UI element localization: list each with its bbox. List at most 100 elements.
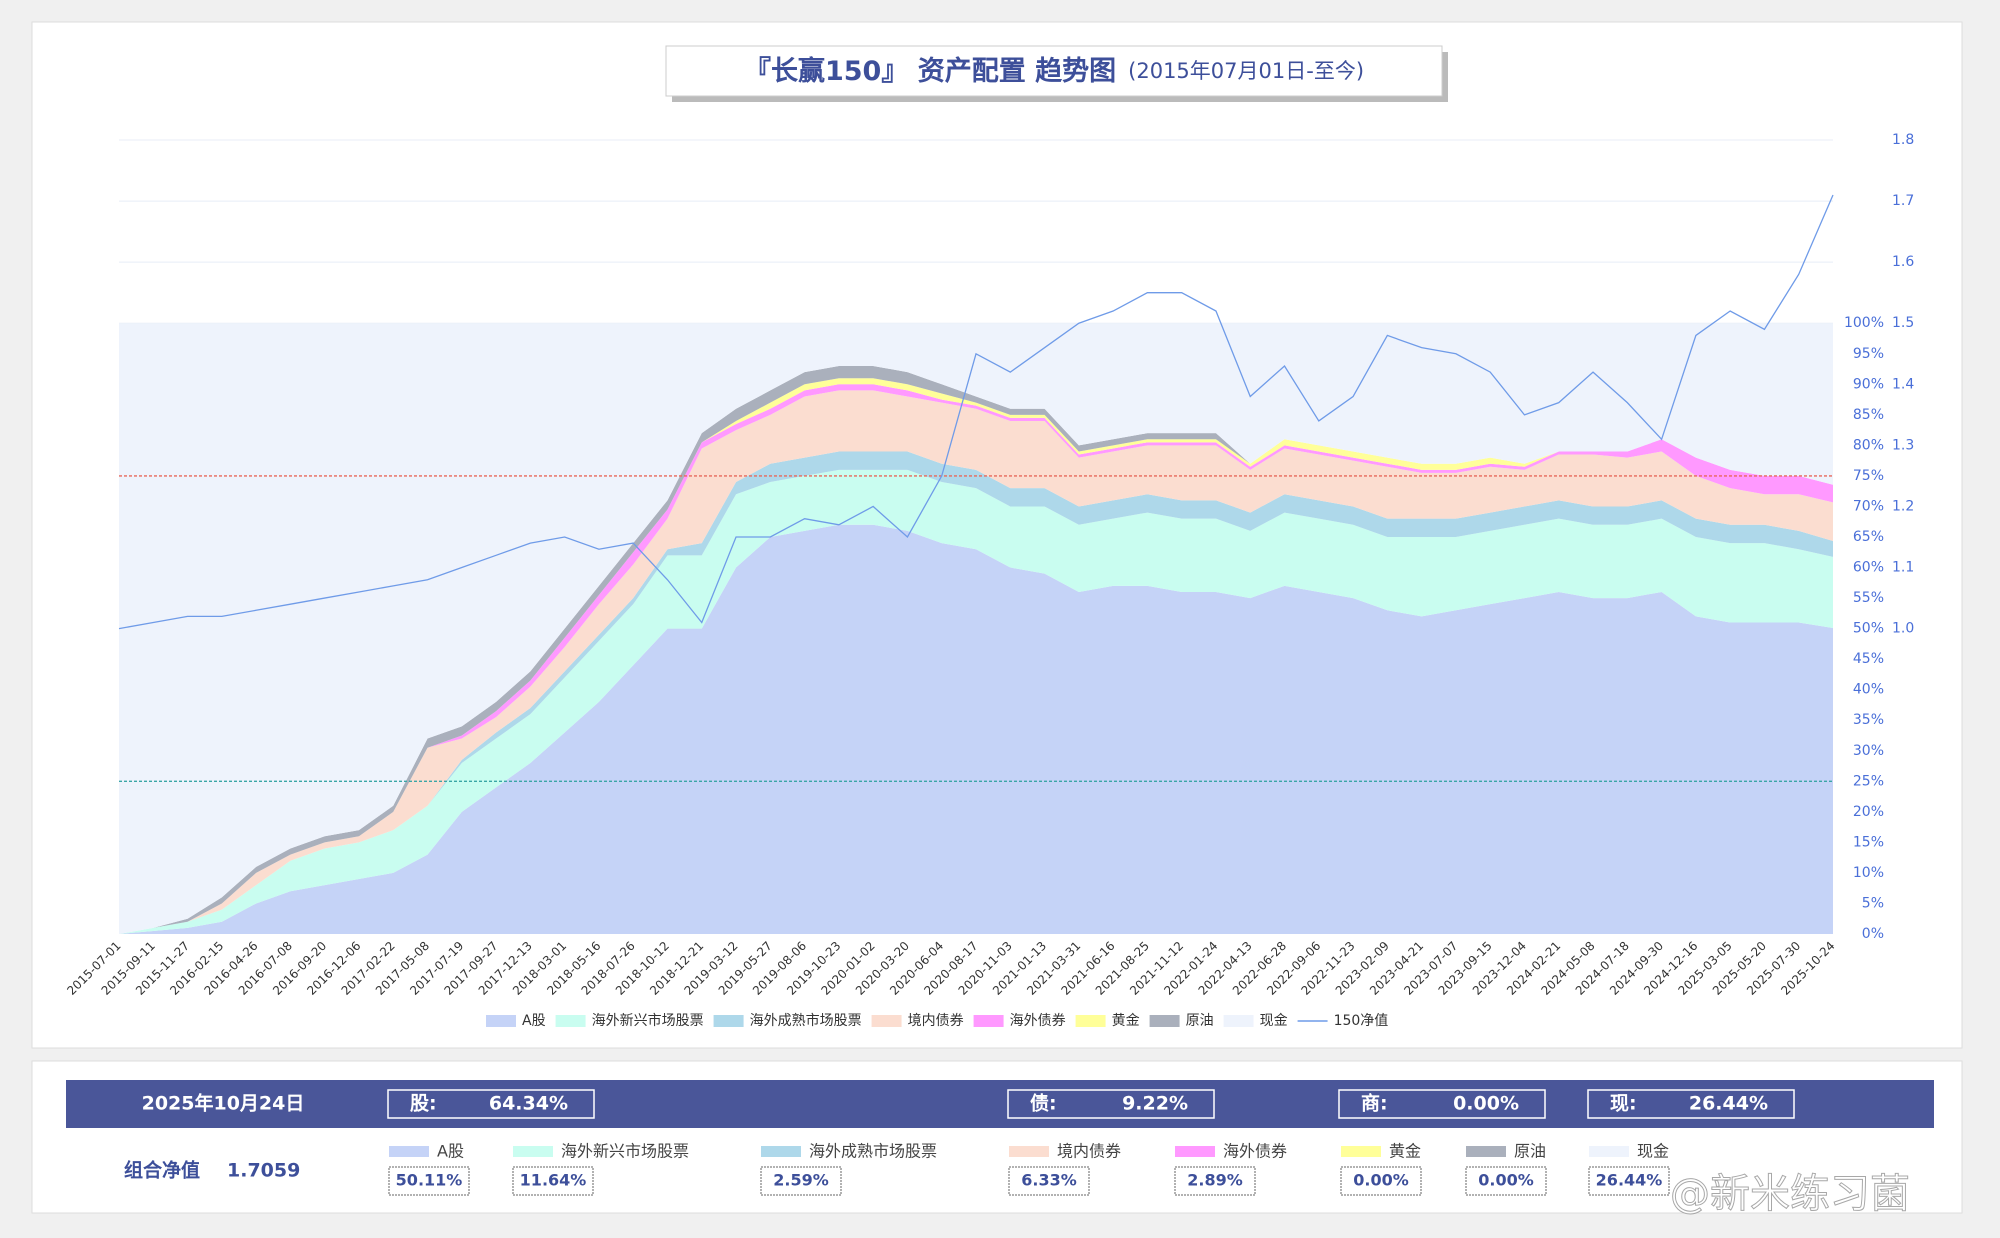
y2-tick-label: 1.5	[1892, 315, 1914, 331]
y2-tick-label: 1.3	[1892, 437, 1914, 453]
y-tick-label: 10%	[1853, 865, 1884, 881]
item-name: 海外成熟市场股票	[809, 1142, 937, 1161]
y-tick-label: 95%	[1853, 346, 1884, 362]
item-name: 现金	[1637, 1142, 1669, 1161]
item-box	[1465, 1166, 1547, 1196]
total-label: 债:	[1030, 1092, 1057, 1115]
total-value: 9.22%	[1122, 1093, 1188, 1115]
item-swatch	[1466, 1146, 1506, 1157]
watermark: @新米练习菌	[1670, 1171, 1910, 1217]
legend-swatch	[1223, 1015, 1254, 1027]
total-label: 股:	[410, 1093, 437, 1115]
y-tick-label: 0%	[1862, 926, 1884, 942]
y2-tick-label: 1.2	[1892, 498, 1914, 514]
nav-value: 1.7059	[227, 1160, 300, 1182]
nav-label: 组合净值	[124, 1159, 200, 1182]
y-tick-label: 30%	[1853, 743, 1884, 759]
legend-swatch	[1149, 1015, 1180, 1027]
y-tick-label: 20%	[1853, 804, 1884, 820]
y-tick-label: 100%	[1844, 315, 1884, 331]
item-name: 境内债券	[1057, 1142, 1121, 1161]
y-tick-label: 65%	[1853, 529, 1884, 545]
item-box	[760, 1166, 842, 1196]
legend-label: 150净值	[1334, 1013, 1389, 1029]
total-value: 64.34%	[489, 1093, 568, 1115]
y-tick-label: 75%	[1853, 468, 1884, 484]
total-label: 商:	[1361, 1092, 1388, 1115]
legend-swatch	[713, 1015, 744, 1027]
item-value: 11.64%	[520, 1171, 587, 1190]
item-value: 6.33%	[1021, 1171, 1077, 1190]
total-value: 26.44%	[1689, 1093, 1768, 1115]
legend-label: 海外成熟市场股票	[750, 1012, 862, 1029]
legend-swatch	[973, 1015, 1004, 1027]
nav-line	[118, 194, 1834, 630]
y-tick-label: 60%	[1853, 560, 1884, 576]
item-value: 50.11%	[396, 1171, 463, 1190]
item-swatch	[1009, 1146, 1049, 1157]
y-tick-label: 90%	[1853, 376, 1884, 392]
y2-tick-label: 1.1	[1892, 560, 1914, 576]
y-tick-label: 25%	[1853, 773, 1884, 789]
item-box	[1588, 1166, 1670, 1196]
legend-swatch	[555, 1015, 586, 1027]
item-name: 海外债券	[1223, 1142, 1287, 1161]
y2-tick-label: 1.4	[1892, 376, 1914, 392]
total-box	[1587, 1089, 1795, 1119]
area	[119, 524, 1833, 934]
item-name: A股	[437, 1142, 464, 1161]
legend-label: 海外新兴市场股票	[592, 1012, 704, 1029]
item-name: 黄金	[1389, 1142, 1421, 1161]
total-label: 现:	[1610, 1093, 1637, 1115]
item-swatch	[513, 1146, 553, 1157]
item-value: 0.00%	[1353, 1171, 1409, 1190]
y-tick-label: 50%	[1853, 621, 1884, 637]
title-box	[665, 45, 1443, 97]
y-tick-label: 5%	[1862, 895, 1884, 911]
item-box	[388, 1166, 470, 1196]
legend-label: A股	[522, 1013, 546, 1029]
y-tick-label: 15%	[1853, 834, 1884, 850]
title: 『长赢150』 资产配置 趋势图 (2015年07月01日-至今)	[744, 55, 1364, 87]
summary-date: 2025年10月24日	[142, 1092, 305, 1115]
y2-tick-label: 1.6	[1892, 254, 1914, 270]
item-value: 0.00%	[1478, 1171, 1534, 1190]
y2-tick-label: 1.0	[1892, 621, 1914, 637]
legend-swatch	[1075, 1015, 1106, 1027]
item-name: 原油	[1514, 1142, 1546, 1161]
total-value: 0.00%	[1453, 1093, 1519, 1115]
total-box	[387, 1089, 595, 1119]
y2-tick-label: 1.7	[1892, 193, 1914, 209]
y-tick-label: 80%	[1853, 437, 1884, 453]
y2-tick-label: 1.8	[1892, 132, 1914, 148]
item-swatch	[1341, 1146, 1381, 1157]
y-tick-label: 40%	[1853, 682, 1884, 698]
item-box	[1174, 1166, 1256, 1196]
item-swatch	[1175, 1146, 1215, 1157]
item-value: 2.59%	[773, 1171, 829, 1190]
legend-label: 黄金	[1112, 1012, 1140, 1029]
y-tick-label: 35%	[1853, 712, 1884, 728]
item-box	[1008, 1166, 1090, 1196]
legend-label: 原油	[1186, 1013, 1214, 1029]
legend-label: 境内债券	[908, 1013, 964, 1029]
total-box	[1007, 1089, 1215, 1119]
item-name: 海外新兴市场股票	[561, 1142, 689, 1161]
area	[119, 323, 1833, 934]
y-tick-label: 85%	[1853, 407, 1884, 423]
y-tick-label: 55%	[1853, 590, 1884, 606]
y-tick-label: 70%	[1853, 498, 1884, 514]
legend-label: 现金	[1260, 1013, 1288, 1029]
legend-label: 海外债券	[1010, 1013, 1066, 1029]
item-swatch	[389, 1146, 429, 1157]
item-box	[1340, 1166, 1422, 1196]
y-tick-label: 45%	[1853, 651, 1884, 667]
item-value: 2.89%	[1187, 1171, 1243, 1190]
item-swatch	[761, 1146, 801, 1157]
item-box	[512, 1166, 594, 1196]
area	[119, 469, 1833, 934]
total-box	[1338, 1089, 1546, 1119]
legend-swatch	[486, 1015, 516, 1027]
legend-swatch	[871, 1015, 902, 1027]
